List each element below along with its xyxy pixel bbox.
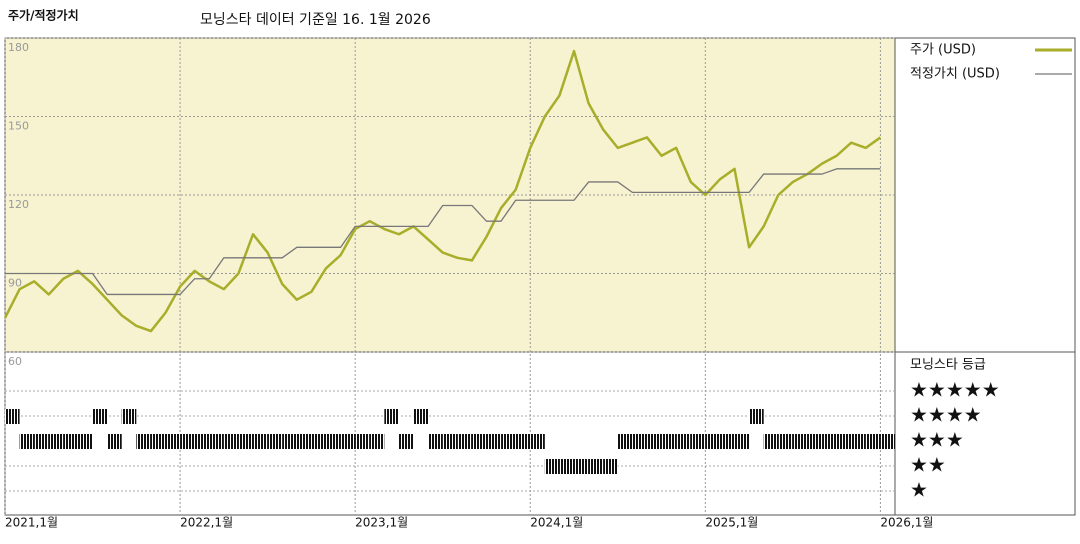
rating-bar (267, 434, 283, 449)
rating-bar (822, 434, 837, 449)
rating-bar (209, 434, 224, 449)
rating-bar (369, 434, 385, 449)
rating-bar (34, 434, 49, 449)
rating-bar (121, 409, 137, 424)
y-tick-label: 90 (8, 277, 22, 290)
rating-bar (690, 434, 706, 449)
rating-bar (617, 434, 633, 449)
rating-bar (515, 434, 531, 449)
rating-label: ★★★ (910, 428, 964, 452)
rating-bar (603, 459, 618, 474)
subtitle: 모닝스타 데이터 기준일 16. 1월 2026 (200, 12, 431, 28)
rating-bar (574, 459, 589, 474)
rating-label: ★★★★★ (910, 378, 1000, 402)
rating-bar (734, 434, 750, 449)
rating-bar (559, 459, 575, 474)
rating-bar (194, 434, 210, 449)
rating-bar (311, 434, 326, 449)
rating-bar (136, 434, 151, 449)
rating-bar (501, 434, 516, 449)
rating-bar (457, 434, 472, 449)
rating-bar (836, 434, 852, 449)
rating-bar (865, 434, 881, 449)
chart-title: 주가/적정가치 (8, 8, 79, 23)
rating-bar (705, 434, 720, 449)
rating-bar (325, 434, 341, 449)
rating-label: ★★★★ (910, 403, 982, 427)
rating-bar (253, 434, 268, 449)
x-tick-label: 2023,1월 (355, 516, 408, 530)
rating-bar (48, 434, 64, 449)
rating-bar (661, 434, 677, 449)
rating-bar (355, 434, 370, 449)
rating-bar (77, 434, 93, 449)
legend-label: 주가 (USD) (910, 43, 976, 58)
rating-bar (676, 434, 691, 449)
y-tick-label: 150 (8, 120, 29, 133)
rating-bar (428, 434, 443, 449)
rating-bar (180, 434, 195, 449)
rating-label: ★★ (910, 453, 946, 477)
rating-bar (719, 434, 735, 449)
rating-bar (384, 409, 399, 424)
price-line (3, 49, 882, 333)
rating-bar (398, 434, 414, 449)
x-tick-label: 2025,1월 (705, 516, 758, 530)
x-tick-label: 2026,1월 (880, 516, 933, 530)
rating-bar (150, 434, 166, 449)
rating-bar (63, 434, 78, 449)
rating-bar (107, 434, 122, 449)
rating-bar (92, 409, 108, 424)
rating-bar (646, 434, 662, 449)
rating-bar (5, 409, 20, 424)
rating-bar (632, 434, 647, 449)
rating-bar (763, 434, 779, 449)
rating-bar (19, 434, 35, 449)
x-tick-label: 2021,1월 (5, 516, 58, 530)
rating-bar (544, 459, 560, 474)
rating-bar (749, 409, 764, 424)
rating-label: ★ (910, 478, 928, 502)
rating-bar (778, 434, 793, 449)
rating-rows (5, 390, 895, 492)
x-tick-label: 2024,1월 (530, 516, 583, 530)
rating-bar (807, 434, 823, 449)
rating-bar (442, 434, 458, 449)
y-tick-label: 120 (8, 198, 29, 211)
fair-value-line (5, 168, 881, 296)
ratings-title: 모닝스타 등급 (910, 358, 986, 373)
rating-bar (486, 434, 502, 449)
rating-bar (880, 434, 895, 449)
rating-bar (530, 434, 545, 449)
rating-bar (165, 434, 181, 449)
rating-bar (223, 434, 239, 449)
rating-bar (588, 459, 604, 474)
y-tick-label: 180 (8, 41, 29, 54)
rating-bar (413, 409, 429, 424)
rating-bar (296, 434, 312, 449)
rating-bar (851, 434, 866, 449)
rating-bar (471, 434, 487, 449)
rating-bar (282, 434, 297, 449)
rating-bar (792, 434, 808, 449)
legend-label: 적정가치 (USD) (910, 67, 1000, 82)
x-tick-label: 2022,1월 (180, 516, 233, 530)
y-tick-label: 60 (8, 355, 22, 368)
frame (4, 37, 1076, 516)
rating-bar (238, 434, 254, 449)
rating-bar (340, 434, 356, 449)
